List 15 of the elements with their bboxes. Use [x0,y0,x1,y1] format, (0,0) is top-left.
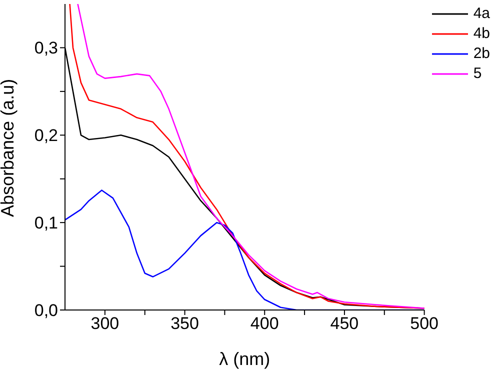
y-tick-label: 0,3 [34,38,58,58]
legend-label: 4b [473,25,490,42]
legend-label: 5 [473,65,482,82]
legend-label: 4a [473,5,490,22]
x-tick-label: 450 [330,314,359,334]
y-axis-title: Absorbance (a.u) [0,78,18,217]
x-tick-label: 500 [410,314,438,334]
x-tick-label: 400 [250,314,279,334]
y-tick-label: 0,0 [34,301,58,320]
x-tick-label: 300 [90,314,120,334]
x-axis-title: λ (nm) [219,349,270,369]
legend-label: 2b [473,45,490,62]
x-tick-label: 350 [170,314,199,334]
y-tick-label: 0,2 [34,126,58,146]
y-tick-label: 0,1 [34,214,58,233]
